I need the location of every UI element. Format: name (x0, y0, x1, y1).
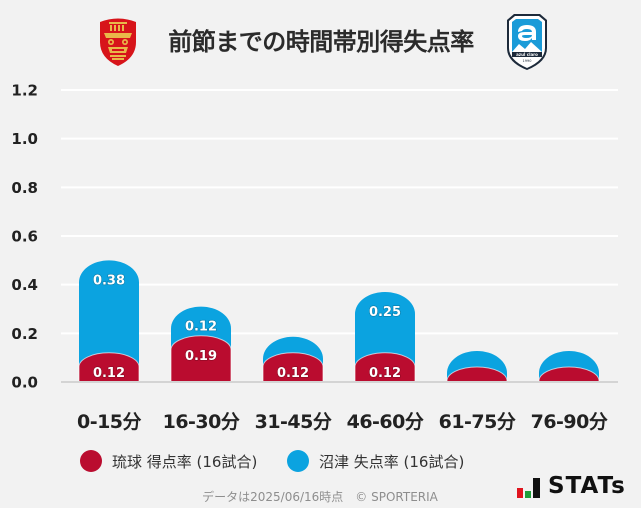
y-axis-tick-label: 0.6 (11, 228, 38, 246)
stats-brand-logo: STATs (516, 473, 638, 502)
legend-label: 沼津 失点率 (16試合) (319, 452, 465, 471)
x-axis-category-label: 61-75分 (439, 411, 516, 433)
y-axis-tick-label: 1.2 (11, 82, 38, 100)
data-label-away: 0.12 (185, 320, 217, 335)
legend-swatch-blue (287, 450, 309, 472)
y-axis-tick-label: 0.0 (11, 374, 38, 392)
data-label-away: 0.38 (93, 273, 125, 288)
data-label-home: 0.12 (93, 366, 125, 381)
legend-label: 琉球 得点率 (16試合) (112, 452, 258, 471)
ryukyu-crest-icon (96, 16, 140, 68)
x-axis-category-label: 0-15分 (77, 411, 142, 433)
svg-text:1990: 1990 (523, 59, 532, 63)
bar-segment-home (538, 366, 600, 383)
bar-segment-home (262, 352, 324, 383)
legend-item-ryukyu[interactable]: 琉球 得点率 (16試合) (80, 449, 257, 473)
y-axis-tick-label: 1.0 (11, 130, 38, 148)
x-axis-category-label: 16-30分 (163, 411, 240, 433)
x-axis-category-label: 31-45分 (255, 411, 332, 433)
legend-item-numazu[interactable]: 沼津 失点率 (16試合) (287, 449, 464, 473)
bar-segment-home (446, 366, 508, 383)
stats-bars-icon (517, 478, 540, 498)
azul-claro-crest-icon: azul claro 1990 (504, 12, 550, 72)
y-axis-tick-label: 0.4 (11, 276, 38, 294)
bar-segment-home (170, 335, 232, 383)
data-label-home: 0.12 (277, 366, 309, 381)
y-axis-tick-label: 0.2 (11, 325, 38, 343)
chart-title: 前節までの時間帯別得失点率 (168, 28, 474, 56)
svg-text:azul claro: azul claro (516, 52, 538, 57)
stats-brand-text: STATs (548, 473, 626, 499)
stacked-bar-chart: 0.0 0.2 0.4 0.6 0.8 1.0 1.2 0.38 0.12 0-15分 0.12 0.… (11, 82, 618, 433)
bar-segment-home (354, 352, 416, 383)
y-axis-tick-label: 0.8 (11, 179, 38, 197)
data-label-home: 0.19 (185, 349, 217, 364)
data-label-away: 0.25 (369, 305, 401, 320)
bar-segment-away (79, 260, 139, 382)
data-source-note: データは2025/06/16時点 © SPORTERIA (202, 490, 438, 504)
x-axis-category-label: 76-90分 (531, 411, 608, 433)
legend-swatch-red (80, 450, 102, 472)
data-label-home: 0.12 (369, 366, 401, 381)
bar-segment-home (78, 352, 140, 383)
x-axis-category-label: 46-60分 (347, 411, 424, 433)
